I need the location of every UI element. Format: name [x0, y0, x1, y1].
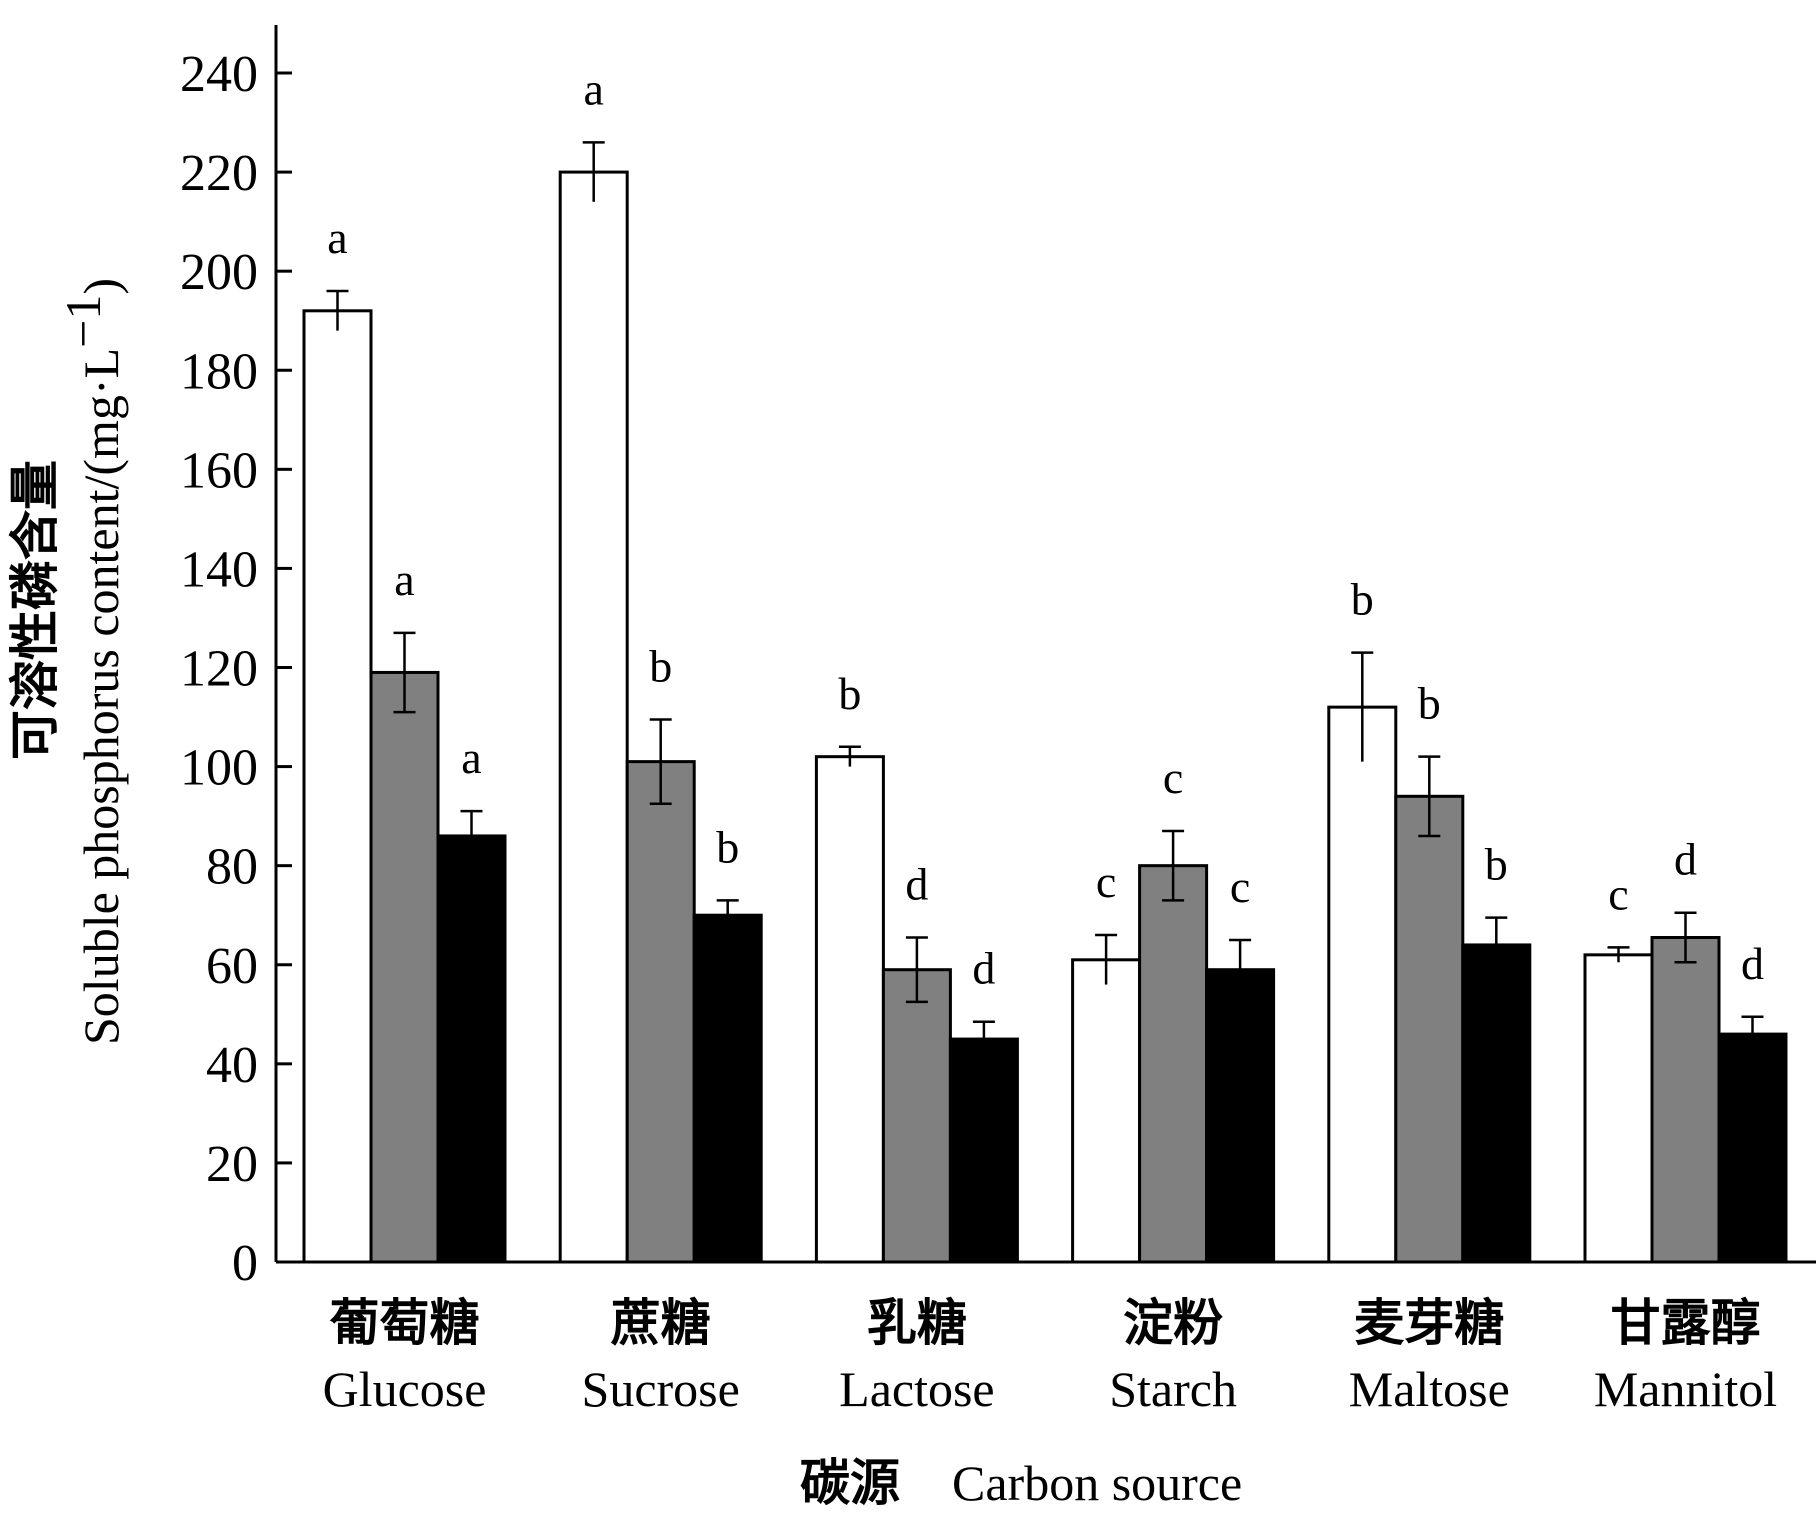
significance-letter: b: [1485, 839, 1508, 890]
significance-letter: b: [649, 641, 672, 692]
y-axis-title-cn: 可溶性磷含量: [7, 460, 63, 760]
y-tick-label: 200: [180, 244, 258, 301]
significance-letter: b: [1351, 574, 1374, 625]
significance-letter: d: [972, 943, 995, 994]
y-tick-label: 120: [180, 641, 258, 698]
significance-letter: d: [905, 859, 928, 910]
y-tick-label: 40: [206, 1037, 258, 1094]
category-label-en: Lactose: [839, 1361, 994, 1417]
bar-3-1: [814, 755, 885, 1264]
significance-letter: c: [1608, 868, 1628, 919]
y-axis-title-en: Soluble phosphorus content/(mg·L−1): [55, 278, 129, 1045]
significance-letter: b: [716, 821, 739, 872]
significance-letter: c: [1230, 861, 1250, 912]
category-label-en: Glucose: [323, 1361, 487, 1417]
x-axis-title-en: Carbon source: [952, 1455, 1242, 1511]
category-label-en: Maltose: [1349, 1361, 1510, 1417]
bar-2-3: [692, 913, 763, 1264]
y-axis-title-cn-group: 可溶性磷含量: [7, 460, 63, 760]
bar-4-1: [1071, 958, 1142, 1264]
bar-3-3: [948, 1037, 1019, 1264]
category-label-cn: 乳糖: [867, 1295, 967, 1351]
y-tick-label: 240: [180, 46, 258, 103]
y-tick-label: 0: [232, 1235, 258, 1292]
bar-2-1: [558, 170, 629, 1264]
y-tick-label: 180: [180, 343, 258, 400]
y-tick-label: 220: [180, 145, 258, 202]
significance-letter: a: [461, 732, 481, 783]
bar-5-3: [1461, 943, 1532, 1264]
category-label-cn: 淀粉: [1123, 1295, 1223, 1351]
category-label-cn: 麦芽糖: [1354, 1295, 1504, 1351]
bar-6-3: [1717, 1032, 1788, 1264]
bar-4-3: [1205, 968, 1276, 1264]
significance-letter: b: [1418, 678, 1441, 729]
y-tick-label: 100: [180, 740, 258, 797]
y-tick-label: 160: [180, 442, 258, 499]
significance-letter: c: [1163, 752, 1183, 803]
category-label-cn: 蔗糖: [611, 1295, 711, 1351]
bar-6-2: [1650, 936, 1721, 1264]
significance-letter: a: [327, 212, 347, 263]
category-label-cn: 甘露醇: [1611, 1295, 1761, 1351]
significance-letter: a: [583, 63, 603, 114]
category-label-en: Mannitol: [1594, 1361, 1777, 1417]
category-label-en: Starch: [1109, 1361, 1237, 1417]
significance-letter: d: [1674, 834, 1697, 885]
bar-5-1: [1327, 705, 1398, 1264]
bar-1-1: [302, 309, 373, 1264]
y-axis-title: Soluble phosphorus content/(mg·L−1): [55, 278, 129, 1045]
category-label-en: Sucrose: [582, 1361, 740, 1417]
bar-3-2: [881, 968, 952, 1264]
bar-6-1: [1583, 953, 1654, 1264]
bar-5-2: [1394, 794, 1465, 1264]
y-tick-label: 20: [206, 1136, 258, 1193]
category-label-cn: 葡萄糖: [330, 1295, 480, 1351]
y-tick-label: 60: [206, 938, 258, 995]
bar-1-3: [436, 834, 507, 1264]
significance-letter: d: [1741, 938, 1764, 989]
y-tick-label: 80: [206, 839, 258, 896]
significance-letter: b: [838, 668, 861, 719]
significance-letter: c: [1096, 856, 1116, 907]
bar-2-2: [625, 760, 696, 1264]
x-axis-title-cn: 碳源: [800, 1455, 900, 1511]
bar-4-2: [1138, 864, 1209, 1264]
bar-1-2: [369, 670, 440, 1264]
axes-layer: 葡萄糖 Glucose 蔗糖 Sucrose 乳糖 Lactose 淀粉 Starch 麦芽糖 M…: [180, 25, 1816, 1417]
significance-letter: a: [394, 554, 414, 605]
y-tick-label: 140: [180, 541, 258, 598]
